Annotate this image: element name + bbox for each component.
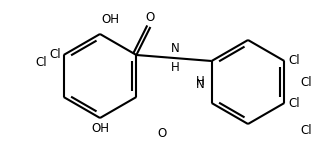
Text: OH: OH bbox=[101, 13, 119, 26]
Text: OH: OH bbox=[91, 122, 109, 135]
Text: Cl: Cl bbox=[288, 97, 300, 109]
Text: Cl: Cl bbox=[300, 124, 311, 137]
Text: O: O bbox=[157, 127, 167, 140]
Text: O: O bbox=[146, 11, 155, 24]
Text: H: H bbox=[171, 61, 180, 73]
Text: Cl: Cl bbox=[288, 55, 300, 67]
Text: Cl: Cl bbox=[35, 57, 47, 70]
Text: Cl: Cl bbox=[49, 49, 60, 61]
Text: N: N bbox=[171, 42, 180, 55]
Text: N: N bbox=[196, 79, 205, 91]
Text: Cl: Cl bbox=[300, 76, 311, 88]
Text: H: H bbox=[196, 75, 205, 88]
